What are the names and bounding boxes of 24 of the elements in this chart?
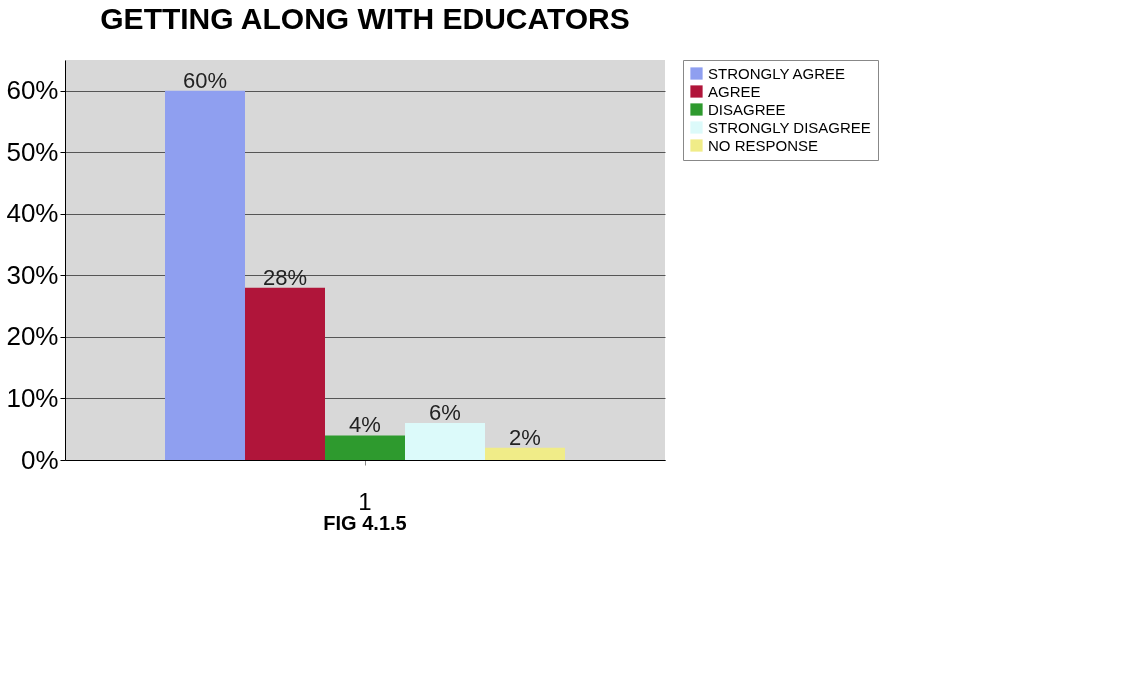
legend-label: AGREE xyxy=(708,82,761,100)
chart-title: GETTING ALONG WITH EDUCATORS xyxy=(100,2,630,35)
caption: FIG 4.1.5 xyxy=(323,512,407,534)
legend-label: NO RESPONSE xyxy=(708,136,819,154)
y-tick-label: 40% xyxy=(6,198,59,229)
data-label: 60% xyxy=(182,67,228,93)
y-tick-label: 30% xyxy=(6,259,59,290)
bar xyxy=(405,423,485,460)
data-label: 2% xyxy=(509,424,541,450)
y-tick-label: 0% xyxy=(20,444,59,475)
y-tick-label: 60% xyxy=(6,75,59,106)
y-tick-label: 10% xyxy=(6,382,59,413)
bar xyxy=(485,447,565,460)
bar xyxy=(245,287,325,460)
bar xyxy=(165,90,245,460)
y-tick-label: 20% xyxy=(6,321,59,352)
data-label: 6% xyxy=(429,400,461,426)
legend-label: STRONGLY DISAGREE xyxy=(708,118,871,136)
bar xyxy=(325,435,405,460)
x-tick-label: 1 xyxy=(358,487,372,515)
y-tick-label: 50% xyxy=(6,136,59,167)
legend-label: DISAGREE xyxy=(708,100,786,118)
data-label: 4% xyxy=(349,412,381,438)
legend-label: STRONGLY AGREE xyxy=(708,64,845,82)
